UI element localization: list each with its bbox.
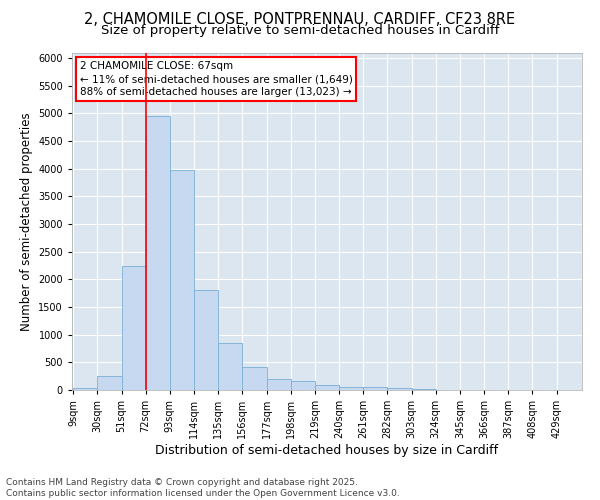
Bar [242, 367, 266, 390]
X-axis label: Distribution of semi-detached houses by size in Cardiff: Distribution of semi-detached houses by … [155, 444, 499, 457]
Bar [122, 266, 146, 390]
Bar [146, 116, 170, 390]
Bar [388, 388, 412, 390]
Bar [339, 386, 363, 390]
Bar [97, 376, 122, 390]
Bar [363, 387, 388, 390]
Bar [315, 386, 339, 390]
Bar [266, 379, 291, 390]
Y-axis label: Number of semi-detached properties: Number of semi-detached properties [20, 112, 32, 330]
Bar [73, 388, 97, 390]
Text: 2, CHAMOMILE CLOSE, PONTPRENNAU, CARDIFF, CF23 8RE: 2, CHAMOMILE CLOSE, PONTPRENNAU, CARDIFF… [85, 12, 515, 28]
Bar [194, 290, 218, 390]
Text: Contains HM Land Registry data © Crown copyright and database right 2025.
Contai: Contains HM Land Registry data © Crown c… [6, 478, 400, 498]
Text: 2 CHAMOMILE CLOSE: 67sqm
← 11% of semi-detached houses are smaller (1,649)
88% o: 2 CHAMOMILE CLOSE: 67sqm ← 11% of semi-d… [80, 61, 353, 98]
Text: Size of property relative to semi-detached houses in Cardiff: Size of property relative to semi-detach… [101, 24, 499, 37]
Bar [170, 170, 194, 390]
Bar [218, 343, 242, 390]
Bar [291, 382, 315, 390]
